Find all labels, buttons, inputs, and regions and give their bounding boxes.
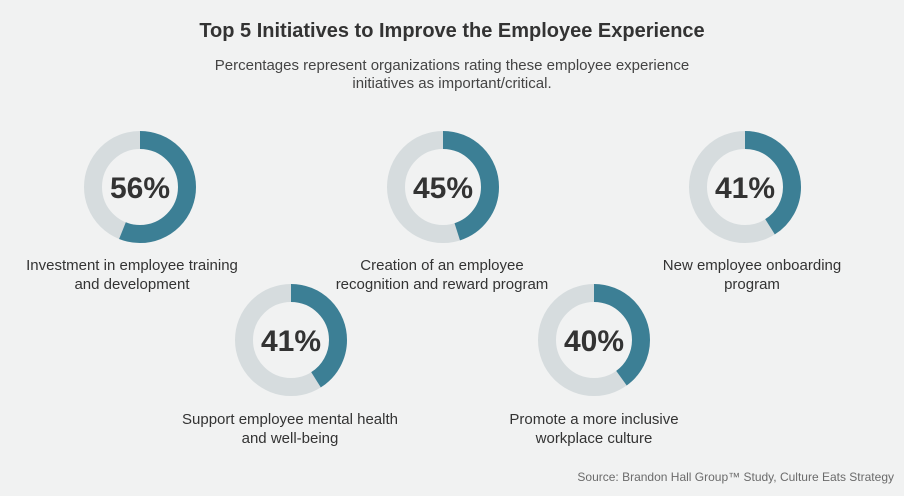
donut-mental-health: 41% — [244, 293, 338, 387]
source-note: Source: Brandon Hall Group™ Study, Cultu… — [577, 470, 894, 484]
donut-recognition: 45% — [396, 140, 490, 234]
value-label-inclusive: 40% — [564, 325, 624, 358]
label-mental-health: Support employee mental health and well-… — [180, 410, 400, 448]
value-label-onboarding: 41% — [715, 172, 775, 205]
donut-inclusive: 40% — [547, 293, 641, 387]
value-label-recognition: 45% — [413, 172, 473, 205]
value-label-mental-health: 41% — [261, 325, 321, 358]
label-onboarding: New employee onboarding program — [642, 256, 862, 294]
value-label-training: 56% — [110, 172, 170, 205]
label-recognition: Creation of an employee recognition and … — [332, 256, 552, 294]
label-inclusive: Promote a more inclusive workplace cultu… — [484, 410, 704, 448]
label-training: Investment in employee training and deve… — [22, 256, 242, 294]
donut-onboarding: 41% — [698, 140, 792, 234]
donut-training: 56% — [93, 140, 187, 234]
